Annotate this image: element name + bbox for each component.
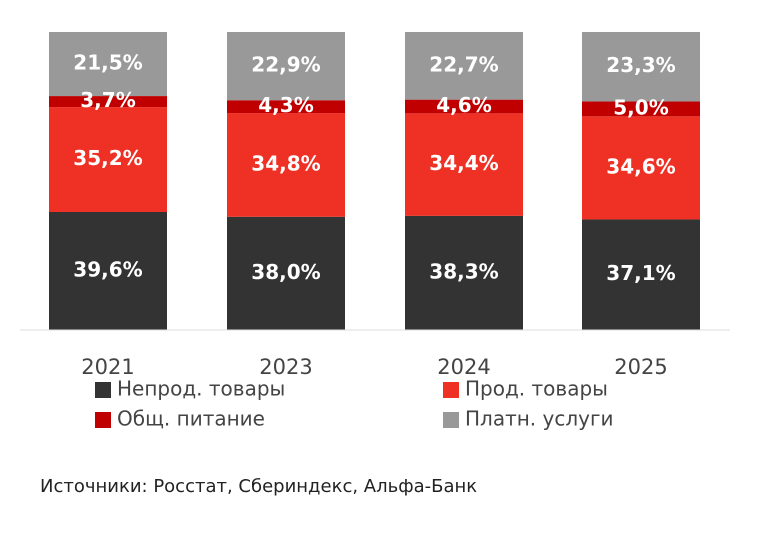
value-label: 23,3% — [606, 53, 675, 77]
legend-swatch — [443, 412, 459, 428]
x-tick-label: 2021 — [81, 355, 134, 379]
value-label: 34,4% — [429, 151, 498, 175]
value-label: 35,2% — [73, 146, 142, 170]
value-label: 22,9% — [251, 53, 320, 77]
bar-segment — [405, 215, 523, 330]
legend-swatch — [95, 412, 111, 428]
value-label: 37,1% — [606, 261, 675, 285]
x-tick-label: 2023 — [259, 355, 312, 379]
bar-segment — [227, 216, 345, 330]
value-label: 4,6% — [436, 93, 491, 117]
bar-segment — [49, 211, 167, 330]
value-label: 38,0% — [251, 260, 320, 284]
bar-segment — [227, 32, 345, 101]
bar-segment — [582, 116, 700, 220]
bar-segment — [582, 219, 700, 330]
bar-segment — [49, 107, 167, 212]
bar-segment — [582, 32, 700, 102]
legend-label: Непрод. товары — [117, 377, 285, 401]
legend-label: Прод. товары — [465, 377, 608, 401]
bar-segment — [405, 99, 523, 114]
value-label: 22,7% — [429, 52, 498, 76]
legend-label: Платн. услуги — [465, 407, 613, 431]
value-label: 39,6% — [73, 257, 142, 281]
bar-segment — [405, 113, 523, 216]
x-tick-label: 2025 — [614, 355, 667, 379]
legend-swatch — [95, 382, 111, 398]
value-label: 34,6% — [606, 154, 675, 178]
value-label: 34,8% — [251, 151, 320, 175]
bar-segment — [582, 101, 700, 117]
value-label: 21,5% — [73, 51, 142, 75]
legend-swatch — [443, 382, 459, 398]
bar-segment — [227, 113, 345, 217]
x-tick-label: 2024 — [437, 355, 490, 379]
source: Источники: Росстат, Сбериндекс, Альфа-Ба… — [40, 476, 477, 497]
value-label: 4,3% — [258, 93, 313, 117]
value-label: 3,7% — [80, 88, 135, 112]
bar-segment — [405, 32, 523, 100]
bar-segment — [49, 32, 167, 97]
bar-segment — [227, 100, 345, 114]
value-label: 38,3% — [429, 259, 498, 283]
legend-label: Общ. питание — [117, 407, 265, 431]
value-label: 5,0% — [613, 95, 668, 119]
bar-segment — [49, 96, 167, 108]
